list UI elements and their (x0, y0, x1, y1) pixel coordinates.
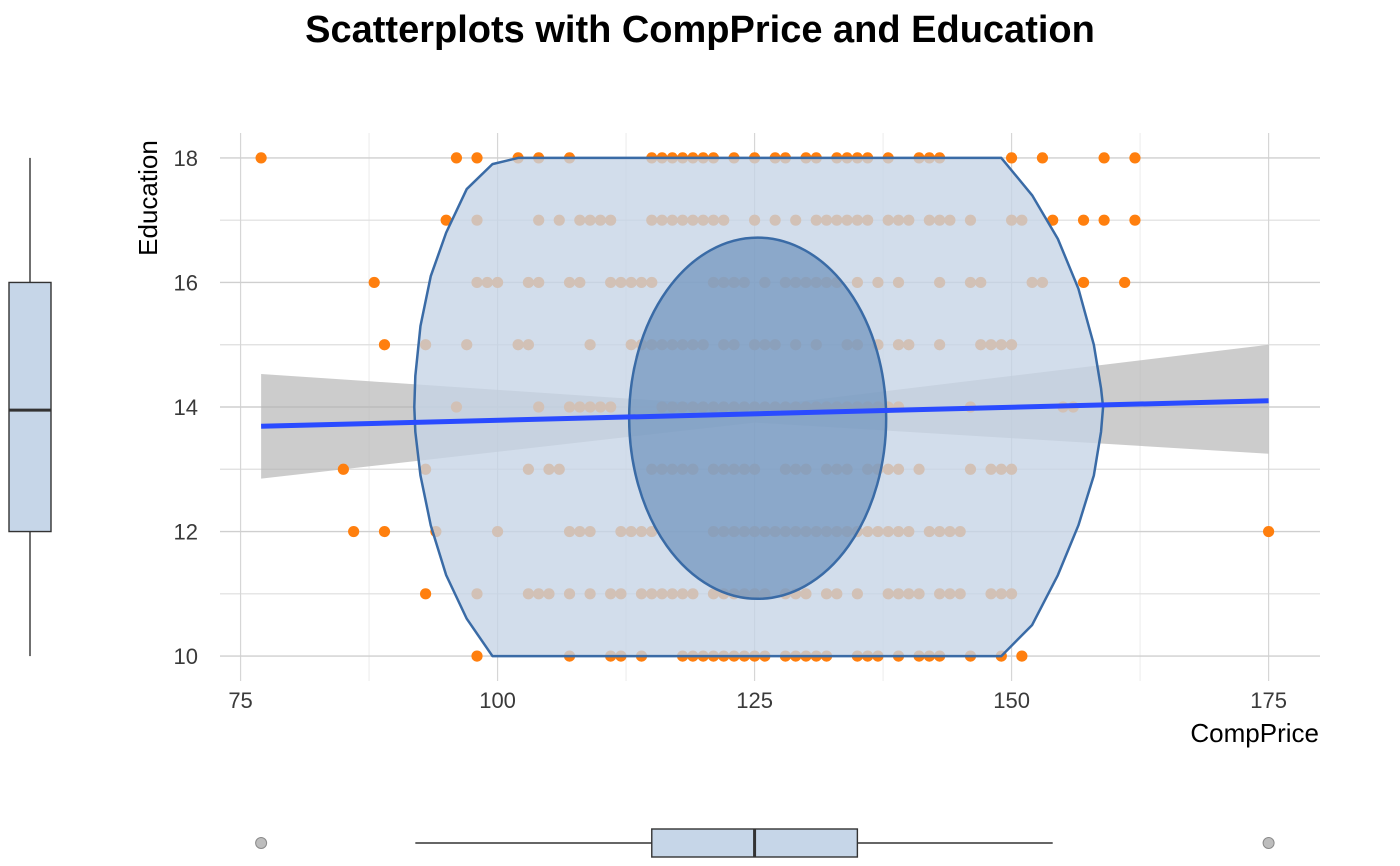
data-point (450, 152, 463, 164)
data-point (1036, 152, 1049, 164)
trend-line (261, 398, 1269, 429)
chart-title: Scatterplots with CompPrice and Educatio… (305, 9, 1095, 51)
x-tick-label: 175 (1250, 688, 1287, 713)
data-point (368, 276, 380, 289)
y-tick-label: 12 (174, 520, 198, 545)
hull-layer (413, 156, 1105, 658)
data-point (471, 152, 483, 164)
y-axis-label: Education (133, 140, 163, 256)
data-point (348, 525, 360, 538)
x-axis-label: CompPrice (1190, 718, 1319, 748)
y-box (8, 281, 52, 533)
data-point (1262, 525, 1275, 538)
data-point (255, 152, 267, 164)
data-point (440, 214, 452, 226)
data-point (1098, 214, 1110, 226)
x-box-outlier (1262, 837, 1275, 849)
data-point (1098, 152, 1110, 164)
y-tick-label: 14 (174, 395, 198, 420)
data-point (1119, 276, 1131, 289)
y-tick-label: 18 (174, 146, 198, 171)
data-point (378, 525, 391, 538)
x-tick-label: 100 (479, 688, 516, 713)
x-tick-label: 75 (228, 688, 252, 713)
data-point (1005, 152, 1018, 164)
data-point (337, 463, 349, 475)
y-marginal-boxplot (8, 157, 52, 657)
data-point (1129, 152, 1141, 164)
trend-layer (261, 398, 1269, 429)
data-point (420, 588, 432, 600)
data-point (1016, 650, 1028, 662)
data-point (471, 650, 483, 662)
y-tick-label: 10 (174, 644, 198, 669)
x-marginal-boxplot (255, 828, 1275, 858)
data-point (1129, 214, 1141, 226)
y-axis-ticks: 10 12 14 16 18 (174, 146, 198, 669)
x-box-outlier (255, 837, 268, 849)
data-point (1077, 214, 1090, 226)
x-axis-ticks: 75 100 125 150 175 (228, 688, 1287, 713)
y-tick-label: 16 (174, 270, 198, 295)
x-tick-label: 150 (993, 688, 1030, 713)
data-point (378, 339, 391, 351)
x-tick-label: 125 (736, 688, 773, 713)
data-point (1077, 276, 1090, 289)
